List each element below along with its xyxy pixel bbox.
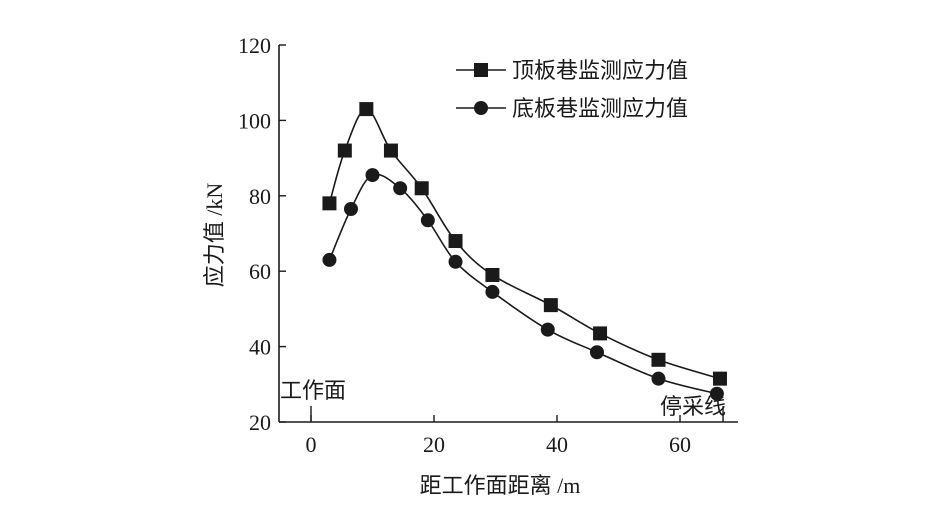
series-layer: [322, 102, 727, 401]
data-point-square: [383, 143, 398, 158]
data-point-square: [322, 196, 337, 211]
annotation-label: 停采线: [660, 394, 726, 419]
data-point-circle: [589, 345, 604, 360]
data-point-square: [359, 102, 374, 117]
y-tick-label: 40: [249, 335, 271, 360]
data-point-circle: [448, 254, 463, 269]
data-point-circle: [322, 252, 337, 267]
legend-label: 顶板巷监测应力值: [512, 58, 688, 83]
legend-label: 底板巷监测应力值: [512, 96, 688, 121]
legend-square-icon: [474, 63, 488, 77]
x-tick-label: 40: [546, 432, 568, 457]
data-point-circle: [485, 284, 500, 299]
data-point-circle: [393, 181, 408, 196]
y-tick-label: 100: [238, 108, 271, 133]
annotation-label: 工作面: [280, 378, 346, 403]
x-tick-label: 0: [306, 432, 317, 457]
y-tick-label: 60: [249, 259, 271, 284]
data-point-square: [651, 352, 666, 367]
data-point-circle: [540, 322, 555, 337]
y-tick-label: 120: [238, 33, 271, 58]
data-point-circle: [709, 386, 724, 401]
axes: [278, 45, 738, 423]
y-tick-label: 20: [249, 410, 271, 435]
data-point-square: [414, 181, 429, 196]
y-tick-label: 80: [249, 184, 271, 209]
data-point-circle: [343, 201, 358, 216]
x-axis-label: 距工作面距离 /m: [420, 473, 581, 498]
data-point-square: [543, 298, 558, 313]
ticks: 20 40 60 80 100 120 0 20 40 60: [238, 33, 691, 457]
x-tick-label: 60: [669, 432, 691, 457]
data-point-square: [485, 267, 500, 282]
legend-circle-icon: [474, 101, 488, 115]
series-1: [322, 102, 727, 386]
data-point-square: [712, 371, 727, 386]
data-point-circle: [365, 168, 380, 183]
data-point-square: [337, 143, 352, 158]
data-point-square: [593, 326, 608, 341]
y-axis-label: 应力值 /kN: [202, 183, 227, 288]
x-tick-label: 20: [423, 432, 445, 457]
data-point-circle: [651, 371, 666, 386]
data-point-circle: [420, 213, 435, 228]
series-2: [322, 168, 724, 401]
data-point-square: [448, 234, 463, 249]
